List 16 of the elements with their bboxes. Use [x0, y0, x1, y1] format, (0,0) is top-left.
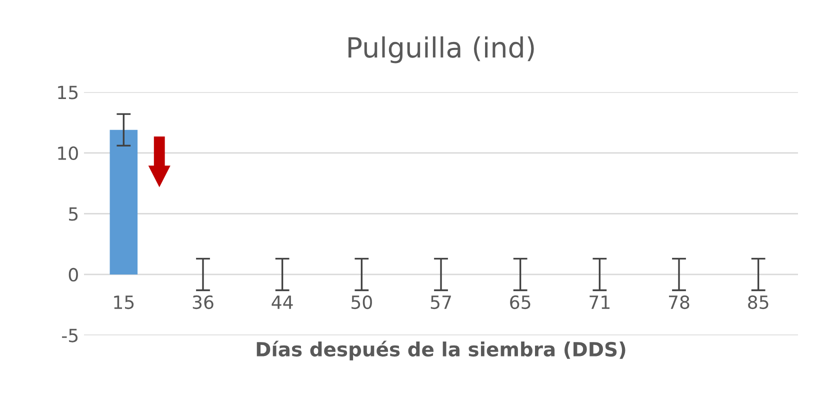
y-tick-label: 5: [69, 207, 78, 221]
x-tick-label: 36: [192, 295, 214, 310]
x-tick-label: 57: [430, 296, 451, 310]
y-tick-label: -5: [62, 328, 78, 342]
x-tick-label: 50: [352, 295, 372, 310]
y-tick-label: 15: [58, 86, 78, 100]
x-tick-label: 15: [114, 296, 134, 310]
x-tick-label: 71: [590, 296, 610, 309]
x-tick-label: 85: [748, 295, 768, 310]
y-tick-label: 0: [68, 268, 78, 282]
y-tick-label: 10: [58, 146, 78, 160]
x-tick-label: 44: [272, 296, 293, 309]
x-tick-label: 78: [668, 295, 690, 310]
x-axis-title: Días después de la siembra (DDS): [256, 340, 626, 360]
x-tick-label: 65: [510, 295, 530, 310]
chart-title: Pulguilla (ind): [348, 36, 534, 64]
